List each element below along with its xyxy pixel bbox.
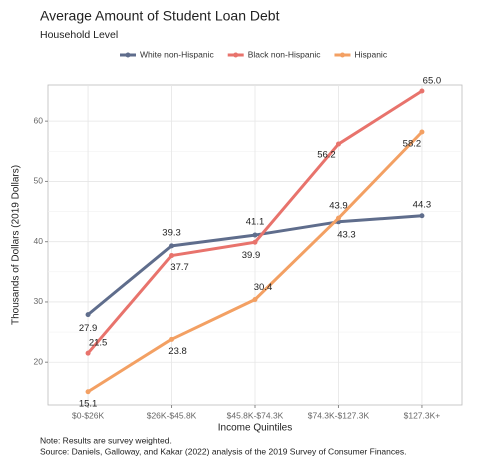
data-label: 56.2 [317, 150, 336, 161]
y-tick-label: 20 [34, 356, 44, 366]
x-tick-label: $45.8K-$74.3K [227, 410, 284, 420]
data-label: 65.0 [423, 76, 442, 87]
y-tick-label: 40 [34, 236, 44, 246]
data-point [419, 88, 425, 94]
legend-label: Hispanic [354, 49, 387, 59]
data-label: 41.1 [246, 217, 265, 228]
note: Note: Results are survey weighted. [40, 435, 172, 445]
y-tick-label: 50 [34, 176, 44, 186]
data-label: 15.1 [79, 398, 98, 409]
data-point [419, 213, 425, 219]
data-point [169, 336, 175, 342]
x-axis-title: Income Quintiles [218, 423, 292, 434]
legend-label: White non-Hispanic [140, 49, 214, 59]
legend-label: Black non-Hispanic [248, 49, 322, 59]
y-tick-label: 60 [34, 115, 44, 125]
data-label: 23.8 [168, 346, 187, 357]
data-point [335, 141, 341, 147]
data-label: 58.2 [403, 139, 422, 150]
data-label: 21.5 [89, 338, 108, 349]
x-tick-label: $74.3K-$127.3K [308, 410, 370, 420]
data-point [85, 312, 91, 318]
chart-subtitle: Household Level [40, 29, 118, 41]
data-label: 44.3 [413, 199, 432, 210]
data-point [169, 253, 175, 259]
chart-title: Average Amount of Student Loan Debt [40, 8, 280, 24]
data-point [252, 239, 258, 245]
data-label: 30.4 [254, 282, 273, 293]
data-label: 39.3 [162, 227, 181, 238]
legend-swatch-dot [339, 52, 345, 58]
legend-swatch-dot [233, 52, 239, 58]
data-point [85, 389, 91, 395]
data-label: 43.3 [337, 229, 356, 240]
data-label: 27.9 [79, 323, 98, 334]
data-label: 39.9 [242, 250, 261, 261]
data-point [252, 297, 258, 303]
x-tick-label: $0-$26K [72, 410, 104, 420]
x-tick-label: $26K-$45.8K [147, 410, 197, 420]
note: Source: Daniels, Galloway, and Kakar (20… [40, 446, 406, 456]
data-point [85, 350, 91, 356]
legend-swatch-dot [125, 52, 131, 58]
x-tick-label: $127.3K+ [404, 410, 441, 420]
data-point [169, 243, 175, 249]
y-axis-title: Thousands of Dollars (2019 Dollars) [11, 165, 22, 325]
data-point [419, 129, 425, 135]
data-label: 43.9 [329, 201, 348, 212]
data-label: 37.7 [170, 262, 189, 273]
data-point [335, 215, 341, 221]
data-point [252, 232, 258, 238]
legend: White non-Hispanic Black non-Hispanic Hisp… [120, 49, 388, 59]
y-tick-label: 30 [34, 296, 44, 306]
